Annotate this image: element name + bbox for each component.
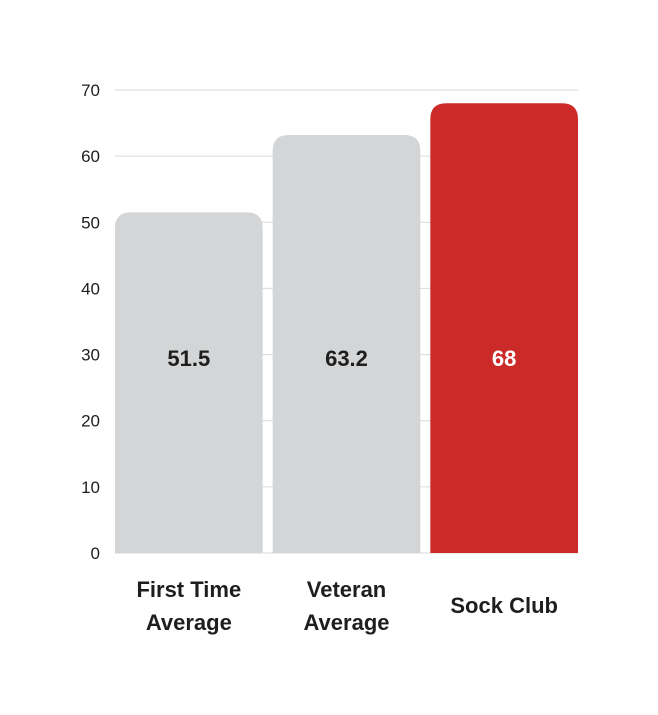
y-tick-label: 30 bbox=[81, 346, 100, 365]
bar bbox=[430, 103, 578, 553]
y-tick-label: 40 bbox=[81, 279, 100, 298]
y-tick-label: 70 bbox=[81, 81, 100, 100]
y-tick-label: 60 bbox=[81, 147, 100, 166]
category-label-line: First Time bbox=[136, 577, 241, 602]
bar-value-labels: 51.5 63.2 68 bbox=[167, 346, 516, 371]
category-label: Sock Club bbox=[450, 593, 558, 618]
bar-value-label: 63.2 bbox=[325, 346, 368, 371]
bar-value-label: 68 bbox=[492, 346, 516, 371]
bar bbox=[115, 212, 263, 553]
y-axis-ticks: 0 10 20 30 40 50 60 70 bbox=[81, 81, 100, 563]
bar bbox=[272, 134, 421, 553]
category-label-line: Average bbox=[303, 610, 389, 635]
bar-value-label: 51.5 bbox=[167, 346, 210, 371]
y-tick-label: 20 bbox=[81, 412, 100, 431]
category-label-line: Veteran bbox=[307, 577, 387, 602]
y-tick-label: 10 bbox=[81, 478, 100, 497]
bars bbox=[115, 103, 578, 553]
y-tick-label: 0 bbox=[91, 544, 100, 563]
y-tick-label: 50 bbox=[81, 213, 100, 232]
category-label-line: Average bbox=[146, 610, 232, 635]
x-axis-category-labels: First Time Average Veteran Average Sock Club bbox=[136, 577, 557, 635]
